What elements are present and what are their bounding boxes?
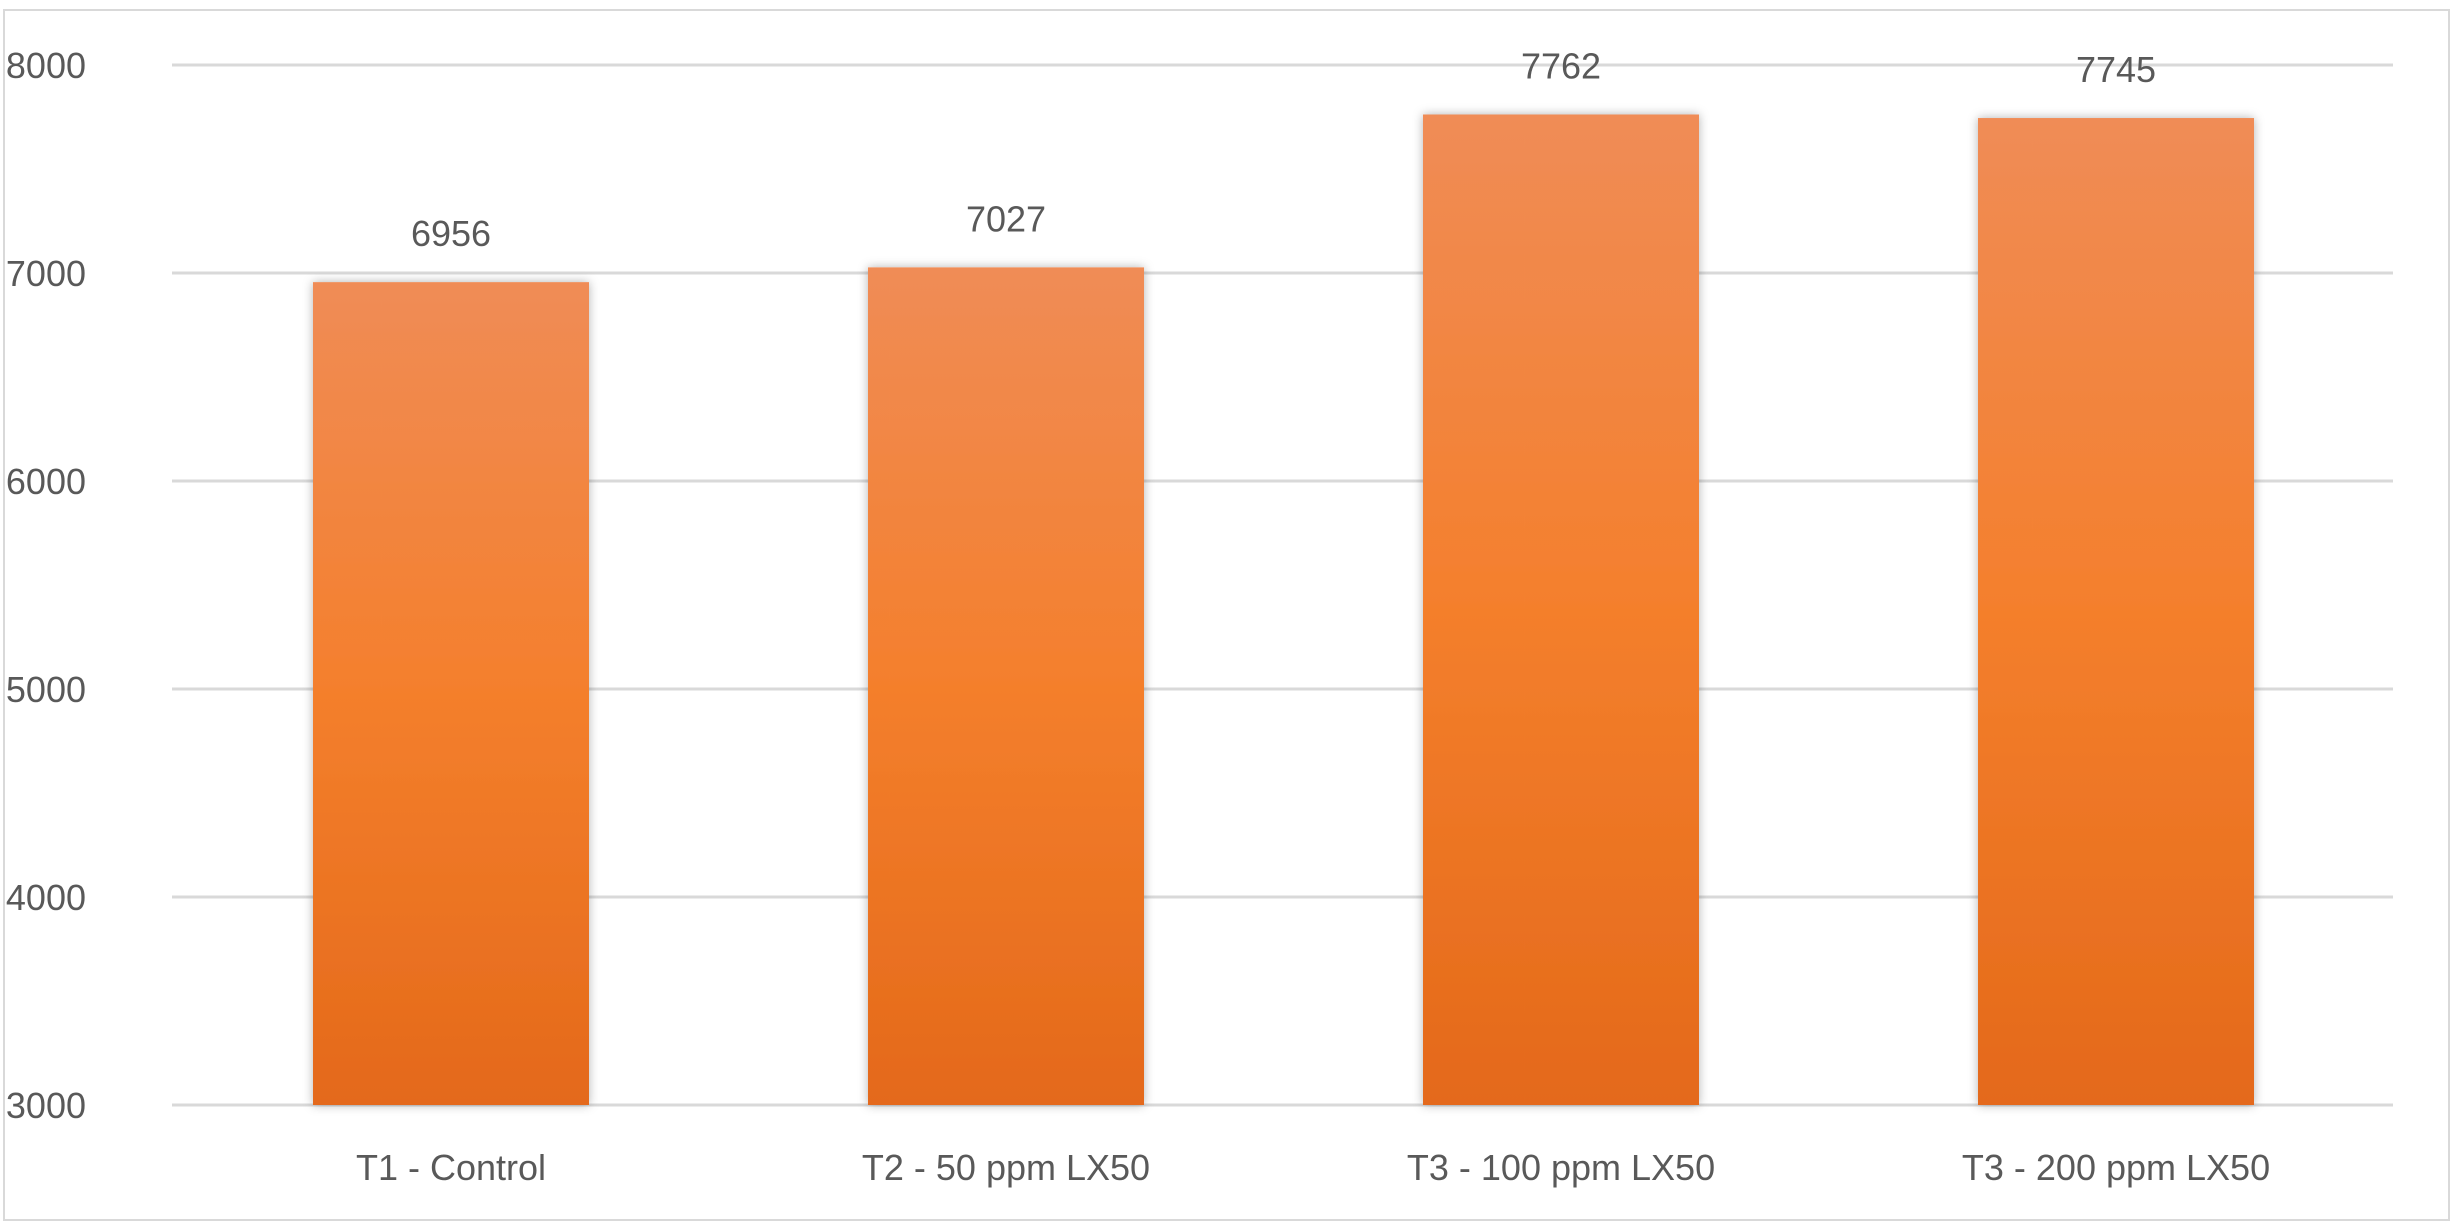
data-label: 7745	[2076, 49, 2156, 90]
x-tick-label: T2 - 50 ppm LX50	[862, 1147, 1150, 1188]
y-tick-label: 7000	[6, 253, 86, 294]
x-tick-label: T1 - Control	[356, 1147, 546, 1188]
chart-frame	[3, 9, 2450, 1221]
x-tick-label: T3 - 100 ppm LX50	[1407, 1147, 1715, 1188]
bar	[313, 282, 589, 1106]
bar	[1423, 114, 1699, 1105]
data-label: 6956	[411, 213, 491, 254]
y-tick-label: 3000	[6, 1085, 86, 1126]
y-tick-label: 5000	[6, 669, 86, 710]
y-tick-label: 8000	[6, 45, 86, 86]
bar	[1978, 118, 2254, 1106]
bars	[313, 114, 2254, 1106]
x-axis-labels: T1 - Control T2 - 50 ppm LX50 T3 - 100 ppm…	[356, 1147, 2270, 1188]
data-labels: 6956 7027 7762 7745	[411, 46, 2156, 255]
y-tick-label: 6000	[6, 461, 86, 502]
x-tick-label: T3 - 200 ppm LX50	[1962, 1147, 2270, 1188]
data-label: 7027	[966, 198, 1046, 239]
bar	[868, 267, 1144, 1105]
data-label: 7762	[1521, 46, 1601, 87]
y-tick-label: 4000	[6, 877, 86, 918]
y-axis-labels: 3000 4000 5000 6000 7000 8000	[6, 45, 86, 1126]
